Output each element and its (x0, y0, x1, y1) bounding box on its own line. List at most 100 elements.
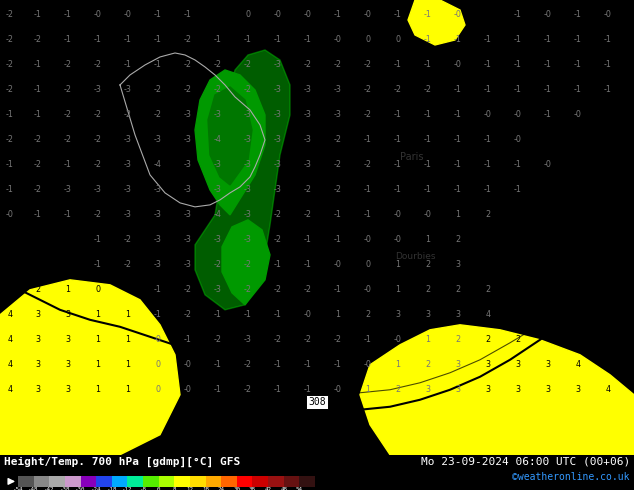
Text: 3: 3 (65, 360, 70, 369)
Text: -3: -3 (244, 110, 252, 120)
Text: -0: -0 (154, 335, 162, 344)
Text: 2: 2 (365, 310, 370, 319)
Text: -1: -1 (454, 160, 462, 170)
Text: -2: -2 (424, 85, 432, 95)
Text: 4: 4 (8, 335, 13, 344)
Text: -1: -1 (334, 10, 342, 20)
Text: 2: 2 (455, 235, 460, 245)
Text: -3: -3 (184, 210, 192, 220)
Text: -2: -2 (304, 210, 312, 220)
Text: -0: -0 (364, 285, 372, 294)
Text: 8: 8 (172, 488, 176, 490)
Text: 2: 2 (8, 285, 13, 294)
Text: -0: -0 (184, 360, 192, 369)
Text: -1: -1 (604, 60, 612, 70)
Text: -1: -1 (454, 185, 462, 195)
Text: 0: 0 (155, 385, 160, 394)
Text: 2: 2 (425, 285, 430, 294)
Text: -3: -3 (244, 160, 252, 170)
Text: -2: -2 (304, 185, 312, 195)
Text: -1: -1 (574, 85, 582, 95)
Bar (143, 476, 158, 487)
Text: -1: -1 (574, 10, 582, 20)
Text: 3: 3 (515, 385, 521, 394)
Text: -2: -2 (64, 135, 72, 145)
Text: -1: -1 (274, 385, 282, 394)
Text: -1: -1 (34, 10, 42, 20)
Text: -0: -0 (394, 210, 402, 220)
Text: -4: -4 (154, 160, 162, 170)
Text: -1: -1 (214, 310, 222, 319)
Text: -1: -1 (484, 60, 492, 70)
Text: -1: -1 (514, 10, 522, 20)
Text: 48: 48 (280, 488, 287, 490)
Text: -0: -0 (364, 10, 372, 20)
Text: -1: -1 (424, 35, 432, 45)
Text: -1: -1 (574, 35, 582, 45)
Text: -2: -2 (334, 160, 342, 170)
Text: -3: -3 (214, 285, 222, 294)
Text: -2: -2 (6, 135, 14, 145)
Text: -1: -1 (484, 160, 492, 170)
Text: -2: -2 (124, 260, 132, 270)
Text: -2: -2 (34, 185, 42, 195)
Text: -1: -1 (94, 35, 102, 45)
Text: -0: -0 (274, 10, 282, 20)
Text: 3: 3 (65, 310, 70, 319)
Text: -3: -3 (184, 185, 192, 195)
Text: -1: -1 (544, 60, 552, 70)
Text: -1: -1 (34, 85, 42, 95)
Text: -2: -2 (244, 260, 252, 270)
Text: 1: 1 (96, 360, 101, 369)
Text: -12: -12 (122, 488, 133, 490)
Text: 4: 4 (8, 360, 13, 369)
Text: -3: -3 (244, 335, 252, 344)
Text: 54: 54 (296, 488, 303, 490)
Bar (96, 476, 112, 487)
Text: -2: -2 (334, 135, 342, 145)
Text: -0: -0 (424, 210, 432, 220)
Text: -3: -3 (154, 235, 162, 245)
Text: -3: -3 (154, 260, 162, 270)
Text: -1: -1 (304, 385, 312, 394)
Text: -0: -0 (334, 35, 342, 45)
Text: 0: 0 (365, 260, 370, 270)
Text: -3: -3 (154, 135, 162, 145)
Text: -1: -1 (394, 160, 402, 170)
Text: 1: 1 (8, 260, 13, 270)
Text: -3: -3 (184, 260, 192, 270)
Text: -2: -2 (64, 85, 72, 95)
Text: 3: 3 (36, 310, 41, 319)
Text: -0: -0 (184, 385, 192, 394)
Text: 0: 0 (245, 10, 250, 20)
Text: -2: -2 (184, 35, 192, 45)
Text: -38: -38 (60, 488, 70, 490)
Bar (284, 476, 299, 487)
Text: -1: -1 (604, 85, 612, 95)
Bar (174, 476, 190, 487)
Text: -2: -2 (364, 60, 372, 70)
Text: -0: -0 (304, 10, 312, 20)
Text: -3: -3 (94, 185, 102, 195)
Text: 3: 3 (36, 360, 41, 369)
Text: -2: -2 (184, 310, 192, 319)
Text: -3: -3 (274, 160, 282, 170)
Text: -2: -2 (364, 110, 372, 120)
Text: 12: 12 (186, 488, 193, 490)
Text: 3: 3 (486, 360, 491, 369)
Text: -3: -3 (274, 60, 282, 70)
Text: 0: 0 (155, 360, 160, 369)
Text: 1: 1 (126, 360, 131, 369)
Text: -0: -0 (364, 235, 372, 245)
Text: -1: -1 (424, 60, 432, 70)
Text: -42: -42 (44, 488, 55, 490)
Text: -1: -1 (6, 110, 14, 120)
Text: -1: -1 (544, 110, 552, 120)
Text: -0: -0 (64, 235, 72, 245)
Text: -2: -2 (304, 60, 312, 70)
Text: -1: -1 (304, 235, 312, 245)
Bar (252, 476, 268, 487)
Text: 1: 1 (396, 285, 401, 294)
Text: 4: 4 (8, 385, 13, 394)
Text: 2: 2 (396, 385, 401, 394)
